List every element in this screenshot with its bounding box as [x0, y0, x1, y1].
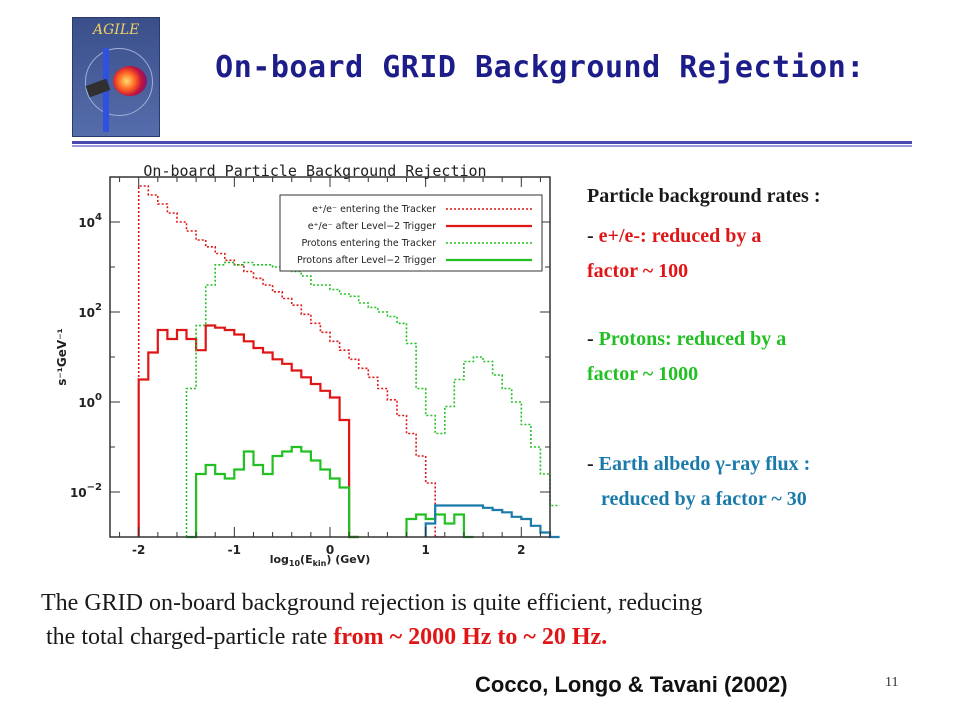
legend-label-2: Protons entering the Tracker	[301, 238, 436, 249]
title-divider-light	[72, 145, 912, 147]
albedo-factor: reduced by a factor ~ 30	[601, 488, 807, 510]
x-tick-label-3: 1	[421, 543, 429, 557]
albedo-note-text: Earth albedo γ-ray flux :	[598, 453, 811, 475]
rejection-chart: On-board Particle Background Rejection -…	[55, 162, 560, 567]
x-axis-label: log10(Ekin) (GeV)	[270, 553, 371, 567]
protons-factor: factor ~ 1000	[587, 363, 699, 385]
x-tick-label-0: -2	[132, 543, 145, 557]
title-divider	[72, 141, 912, 144]
series-2-line	[185, 261, 560, 537]
x-tick-label-1: -1	[228, 543, 241, 557]
logo-globe-graphic	[85, 48, 153, 116]
series-1-line	[137, 324, 359, 539]
y-tick-label-1: 102	[78, 302, 102, 320]
y-tick-label-2: 100	[78, 392, 102, 410]
summary-line-2-text: the total charged-particle rate	[46, 624, 334, 650]
legend-label-3: Protons after Level−2 Trigger	[297, 255, 436, 266]
series-0-line	[137, 185, 445, 538]
agile-logo: AGILE	[72, 17, 160, 137]
logo-emission-graphic	[113, 66, 147, 96]
summary-line-2: the total charged-particle rate from ~ 2…	[46, 624, 607, 651]
bullet-dash: -	[587, 453, 599, 475]
bullet-dash: -	[587, 225, 599, 247]
legend-label-0: e⁺/e⁻ entering the Tracker	[312, 204, 436, 215]
page-number: 11	[885, 675, 899, 690]
summary-highlight: from ~ 2000 Hz to ~ 20 Hz.	[333, 624, 608, 650]
y-axis-label: s⁻¹GeV⁻¹	[55, 328, 69, 386]
legend-label-1: e⁺/e⁻ after Level−2 Trigger	[308, 221, 436, 232]
x-tick-label-4: 2	[517, 543, 525, 557]
electrons-note: - e+/e-: reduced by a	[587, 225, 761, 248]
protons-note: - Protons: reduced by a	[587, 328, 786, 351]
legend-box	[279, 194, 543, 272]
series-4-line	[424, 504, 560, 539]
notes-heading: Particle background rates :	[587, 185, 821, 207]
albedo-note: - Earth albedo γ-ray flux :	[587, 453, 810, 476]
protons-note-text: Protons: reduced by a	[598, 328, 787, 350]
chart-series-layer	[137, 185, 560, 539]
slide-title: On-board GRID Background Rejection:	[215, 50, 865, 85]
electrons-note-text: e+/e-: reduced by a	[598, 225, 762, 247]
y-tick-label-3: 10−2	[70, 482, 102, 500]
chart-ticks-layer: -2 -1 0 1 2 104 102 100 10−2	[70, 176, 550, 557]
bullet-dash: -	[587, 328, 599, 350]
chart-legend: e⁺/e⁻ entering the Tracker e⁺/e⁻ after L…	[279, 194, 543, 272]
logo-text: AGILE	[93, 22, 140, 38]
x-tick-label-2: 0	[326, 543, 334, 557]
citation: Cocco, Longo & Tavani (2002)	[475, 672, 788, 697]
electrons-factor: factor ~ 100	[587, 260, 689, 282]
chart-title: On-board Particle Background Rejection	[143, 162, 486, 180]
y-tick-label-0: 104	[78, 212, 102, 230]
summary-line-1: The GRID on-board background rejection i…	[41, 590, 703, 616]
